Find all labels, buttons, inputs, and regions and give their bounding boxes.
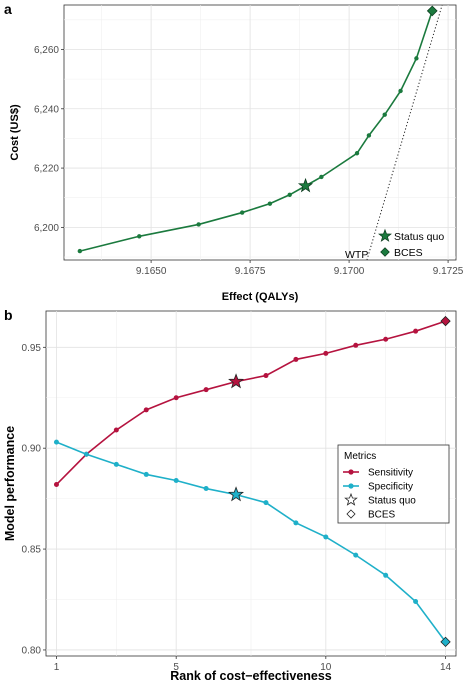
legend-specificity-point-key [348,483,354,489]
panel-b-legend-specificity: Specificity [368,482,413,493]
sensitivity-point [263,373,269,379]
panel-b-legend-sensitivity: Sensitivity [368,468,413,479]
panel-b-legend-bces: BCES [368,510,396,521]
cost-effect-point [239,210,245,215]
panel-a-letter: a [4,1,12,17]
specificity-point [53,439,59,445]
specificity-point [203,486,209,492]
x-tick-label: 9.1675 [235,266,266,277]
x-tick-label: 9.1700 [334,266,365,277]
panel-a-grid [64,5,456,260]
specificity-point [263,500,269,506]
cost-effect-point [382,112,387,117]
sensitivity-bces-diamond [440,315,451,327]
cost-effect-point [354,151,360,156]
sensitivity-point [53,482,59,488]
specificity-point [293,520,299,526]
specificity-status-quo-star [228,486,244,502]
sensitivity-point [113,427,119,433]
panel-a-chart: 9.1650 9.1675 9.1700 9.1725 6,200 6,220 6,240 6… [9,4,464,303]
legend-star-key [378,228,392,242]
bces-diamond [426,5,438,17]
panel-a-marks [77,4,443,261]
sensitivity-line [55,320,446,486]
cost-effect-point [267,201,273,206]
panel-a-legend: Status quo BCES [378,228,444,259]
sensitivity-status-quo-star [228,373,244,389]
legend-bces-key [346,509,356,519]
sensitivity-point [353,342,359,348]
y-tick-label: 6,260 [34,45,59,56]
legend-sensitivity-point-key [348,469,354,475]
specificity-point [353,552,359,558]
panel-b-legend-box [337,444,450,524]
panel-b-legend-status-quo: Status quo [368,496,416,507]
wtp-line [366,4,443,261]
panel-b-grid [46,311,456,656]
y-tick-label: 6,240 [34,104,59,115]
x-tick-label: 9.1650 [136,266,167,277]
specificity-bces-diamond [440,636,451,648]
x-tick-label: 10 [320,662,332,673]
cost-effect-point [287,192,292,197]
sensitivity-point [293,356,299,362]
cost-effect-line [79,10,433,252]
sensitivity-point [143,407,149,413]
cost-effect-point [196,222,201,227]
x-tick-label: 5 [173,662,179,673]
y-tick-label: 0.95 [22,343,42,354]
x-tick-label: 14 [440,662,452,673]
panel-b-letter: b [4,307,13,323]
specificity-line [56,441,447,643]
y-tick-label: 6,220 [34,164,59,175]
panel-a-x-axis-title: Effect (QALYs) [222,291,299,303]
panel-b-chart: 1 5 10 14 0.80 0.85 0.90 0.95 Metrics Sensitivi… [3,310,457,683]
y-tick-label: 6,200 [34,223,59,234]
panel-b-legend: Metrics Sensitivity Specificity Status q… [337,444,450,524]
specificity-point [113,461,119,467]
cost-effect-point [137,234,142,239]
panel-b-marks [53,315,451,648]
cost-effect-point [319,174,324,180]
panel-b-y-axis-title: Model performance [3,426,17,541]
specificity-point [383,572,389,578]
panel-a-plot-area [63,4,457,261]
sensitivity-point [203,387,209,393]
specificity-point [413,599,419,605]
cost-effect-point [366,133,372,138]
panel-a-ticks: 9.1650 9.1675 9.1700 9.1725 6,200 6,220 6,240 6… [34,45,464,277]
sensitivity-point [413,328,419,334]
y-tick-label: 0.80 [22,645,42,656]
panel-b-x-axis-title: Rank of cost−effectiveness [170,669,332,683]
status-quo-star [297,177,314,193]
specificity-point [143,471,149,477]
cost-effect-point [398,88,403,94]
panel-a-legend-status-quo: Status quo [394,231,444,243]
cost-effect-point [414,56,419,61]
sensitivity-point [173,395,179,401]
legend-diamond-key [380,247,390,257]
specificity-point [323,534,329,540]
panel-a-y-axis-title: Cost (US$) [9,104,21,161]
y-tick-label: 0.85 [22,545,42,556]
x-tick-label: 9.1725 [433,266,464,277]
panel-b-legend-keys [343,469,359,519]
legend-status-quo-key [344,492,358,506]
panel-b-ticks: 1 5 10 14 0.80 0.85 0.90 0.95 [22,343,452,673]
specificity-point [173,477,179,483]
y-tick-label: 0.90 [22,444,42,455]
panel-a-legend-bces: BCES [394,247,423,259]
x-tick-label: 1 [54,662,60,673]
panel-a-wtp-label: WTP [345,249,368,261]
panel-b-legend-title: Metrics [344,451,376,462]
cost-effect-point [77,248,83,254]
sensitivity-point [323,350,329,356]
specificity-point [83,451,89,457]
sensitivity-point [383,336,389,342]
